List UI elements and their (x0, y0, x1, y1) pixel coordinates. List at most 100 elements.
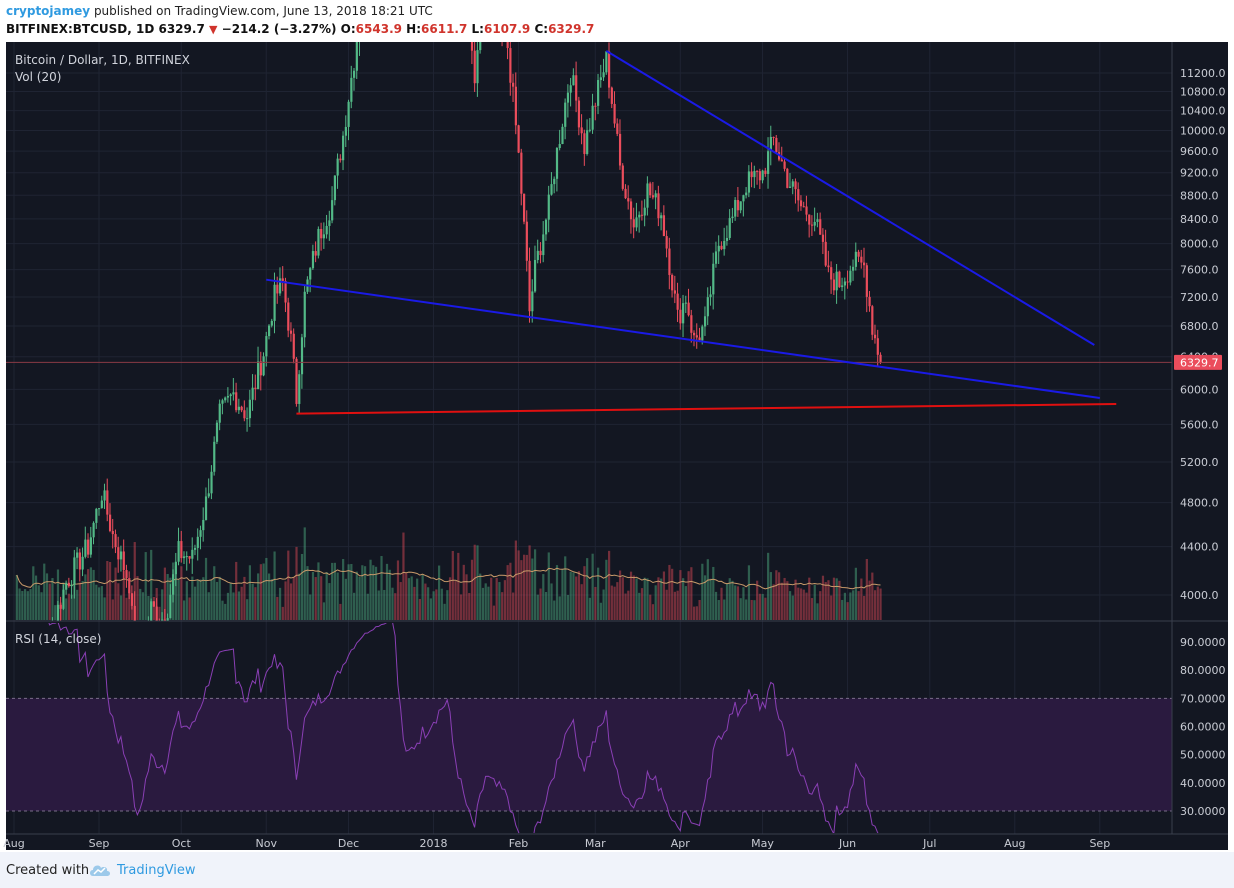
candle-body (163, 619, 167, 621)
volume-bar (331, 562, 334, 620)
candle-body (791, 181, 794, 187)
candle-body (67, 582, 71, 587)
candle-body (843, 281, 847, 286)
volume-bar (610, 585, 613, 620)
candle-body (81, 556, 84, 570)
candle-body (767, 151, 770, 174)
volume-bar (594, 586, 597, 620)
candle-body (204, 496, 208, 520)
volume-bar (84, 574, 87, 620)
candle-body (660, 215, 663, 219)
volume-bar (37, 585, 40, 620)
volume-bar (536, 594, 539, 620)
volume-bar (745, 599, 748, 620)
volume-bar (32, 566, 35, 620)
volume-bar (251, 583, 254, 620)
volume-bar (372, 565, 375, 620)
rsi-tick-label: 50.0000 (1180, 749, 1226, 762)
price-axis[interactable]: 4000.04400.04800.05200.05600.06000.06400… (1180, 67, 1226, 602)
volume-bar (698, 599, 701, 620)
candle-body (213, 441, 216, 472)
candle-body (838, 271, 841, 288)
volume-bar (76, 589, 79, 620)
volume-bar (739, 598, 742, 620)
volume-bar (65, 598, 68, 620)
price-tick-label: 10400.0 (1180, 105, 1226, 118)
volume-bar (125, 597, 128, 620)
time-axis[interactable]: Aug Sep Oct Nov Dec 2018 Feb Mar Apr May Jun Jul Aug… (3, 837, 1110, 850)
volume-bar (769, 572, 772, 620)
volume-bar (597, 567, 600, 620)
candle-body (816, 219, 819, 222)
candle-body (128, 578, 131, 594)
volume-bar (81, 580, 84, 620)
candle-body (621, 165, 624, 189)
candle-body (218, 403, 221, 423)
volume-bar (797, 587, 800, 620)
volume-bar (413, 586, 416, 620)
volume-bar (218, 576, 221, 620)
volume-bar (558, 596, 561, 620)
volume-bar (103, 597, 106, 620)
volume-bar (863, 595, 866, 620)
volume-bar (226, 592, 230, 620)
volume-bar (306, 566, 309, 620)
rsi-axis[interactable]: 30.0000 40.0000 50.0000 60.0000 70.0000 80.00… (1180, 636, 1226, 818)
candle-body (558, 144, 561, 149)
candle-body (734, 200, 737, 217)
rsi-tick-label: 40.0000 (1180, 777, 1226, 790)
volume-legend[interactable]: Vol (20) (15, 70, 61, 84)
candle-body (342, 135, 345, 161)
candle-body (753, 170, 756, 178)
volume-bar (523, 554, 526, 620)
candle-body (651, 195, 655, 198)
volume-bar (339, 603, 342, 620)
volume-bar (728, 578, 731, 620)
volume-bar (838, 580, 841, 620)
candle-body (780, 159, 783, 162)
rsi-legend[interactable]: RSI (14, close) (15, 632, 101, 646)
chart-area[interactable]: 4000.04400.04800.05200.05600.06000.06400… (0, 40, 1234, 852)
volume-bar (566, 594, 570, 620)
tradingview-brand-link[interactable]: TradingView (117, 863, 196, 878)
candle-body (761, 170, 764, 181)
candle-body (240, 406, 243, 411)
volume-bar (725, 583, 729, 620)
candle-body (268, 325, 271, 337)
candle-body (879, 354, 882, 363)
drawn-trendlines[interactable] (266, 50, 1117, 415)
candle-body (616, 123, 619, 134)
volume-bar (767, 552, 770, 620)
volume-bar (273, 551, 276, 620)
volume-bar (421, 573, 424, 620)
volume-bar (193, 586, 197, 620)
volume-bar (484, 583, 487, 620)
volume-bar (709, 578, 712, 620)
author-link[interactable]: cryptojamey (6, 4, 91, 18)
volume-bar (627, 590, 630, 620)
candle-body (207, 493, 210, 497)
candle-body (547, 194, 550, 220)
candle-body (193, 547, 197, 550)
volume-bar (246, 599, 249, 620)
volume-bar (712, 566, 715, 620)
volume-bar (34, 575, 38, 620)
lower-falling-trendline (266, 278, 1100, 399)
candle-body (229, 394, 232, 397)
volume-bar (254, 587, 257, 620)
price-tick-label: 6800.0 (1180, 320, 1219, 333)
candle-body (569, 85, 572, 93)
volume-bar (317, 562, 320, 620)
main-series-legend[interactable]: Bitcoin / Dollar, 1D, BITFINEX (15, 53, 190, 67)
volume-bar (289, 583, 293, 620)
candle-body (347, 101, 350, 127)
candle-body (819, 219, 822, 235)
time-tick-label: 2018 (420, 837, 448, 850)
volume-bar (629, 571, 633, 620)
candle-body (701, 326, 704, 341)
volume-bar (183, 600, 186, 620)
volume-bar (396, 560, 400, 620)
candle-body (690, 315, 693, 333)
time-tick-label: Mar (585, 837, 606, 850)
volume-bars (15, 527, 882, 620)
